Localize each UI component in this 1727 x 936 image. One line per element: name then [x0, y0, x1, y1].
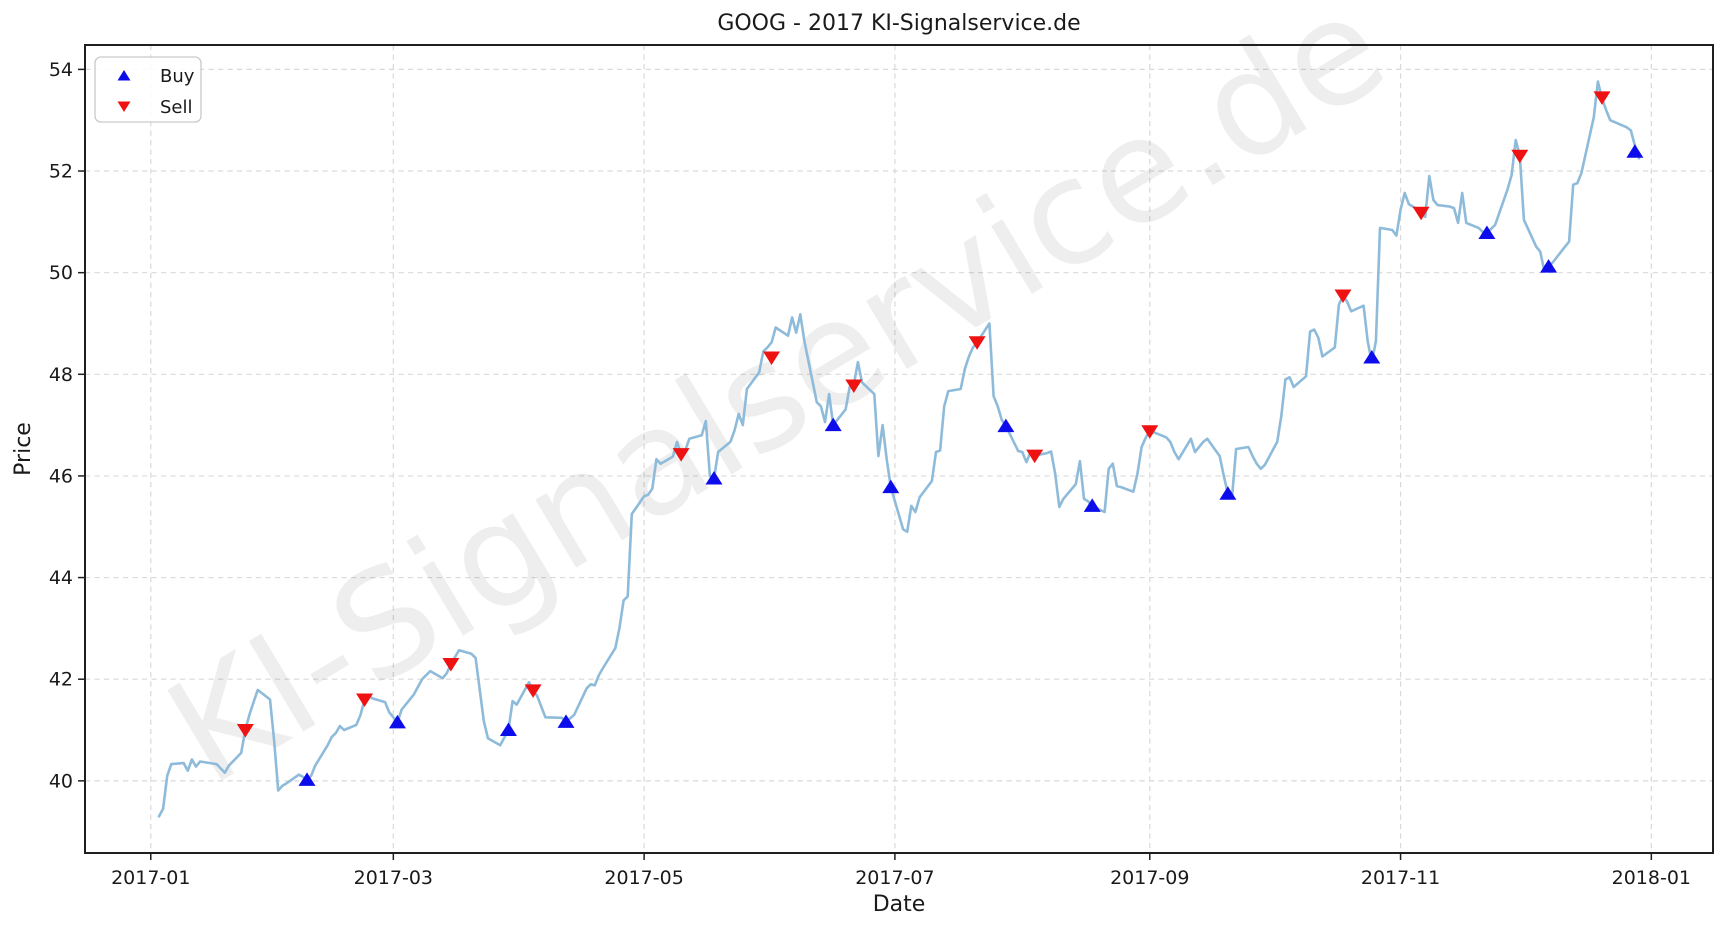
sell-signal-markers — [236, 91, 1611, 738]
legend-sell-label: Sell — [160, 97, 193, 118]
buy-marker — [1478, 225, 1496, 240]
y-tick-label: 44 — [49, 567, 73, 589]
price-line — [157, 80, 1641, 818]
legend: Buy Sell — [94, 56, 202, 123]
watermark-text: KI-Signalservice.de — [141, 0, 1413, 818]
buy-marker — [557, 714, 575, 728]
sell-marker — [1511, 149, 1529, 164]
sell-marker — [1593, 91, 1611, 105]
buy-marker — [499, 722, 517, 737]
x-tick-label: 2017-03 — [354, 867, 433, 889]
buy-marker — [1363, 350, 1381, 364]
legend-buy-label: Buy — [160, 66, 195, 87]
buy-marker-icon — [117, 70, 131, 81]
buy-marker — [824, 417, 842, 432]
y-tick-label: 42 — [49, 669, 73, 691]
x-tick-label: 2017-05 — [604, 867, 683, 889]
sell-marker — [1334, 289, 1352, 304]
x-tick-label: 2017-01 — [111, 867, 190, 889]
y-tick-label: 46 — [49, 465, 73, 487]
buy-marker — [298, 772, 316, 786]
y-tick-label: 48 — [49, 364, 73, 386]
buy-marker — [1219, 486, 1237, 500]
x-tick-label: 2018-01 — [1612, 867, 1691, 889]
y-tick-label: 52 — [49, 161, 73, 183]
y-tick-label: 50 — [49, 262, 73, 284]
chart-title: GOOG - 2017 KI-Signalservice.de — [717, 11, 1080, 36]
x-axis-label: Date — [873, 892, 926, 917]
y-axis-label: Price — [11, 422, 36, 476]
sell-marker — [672, 448, 690, 462]
buy-marker — [882, 479, 900, 494]
buy-marker — [388, 714, 406, 729]
sell-marker — [1026, 449, 1044, 464]
sell-marker — [524, 684, 542, 698]
y-tick-labels: 40 42 44 46 48 50 52 54 — [49, 59, 73, 792]
sell-marker — [236, 724, 254, 738]
buy-signal-markers — [298, 144, 1644, 786]
y-tick-label: 40 — [49, 770, 73, 792]
buy-marker — [1083, 498, 1101, 512]
sell-marker — [968, 336, 986, 350]
x-tick-label: 2017-09 — [1110, 867, 1189, 889]
sell-marker — [356, 693, 374, 708]
buy-marker — [1626, 144, 1644, 158]
x-tick-labels: 2017-01 2017-03 2017-05 2017-07 2017-09 2017-… — [111, 867, 1691, 889]
sell-marker — [845, 379, 863, 393]
axes-spines-and-ticks — [78, 44, 1714, 860]
buy-marker — [1540, 259, 1558, 273]
x-tick-label: 2017-07 — [855, 867, 934, 889]
sell-marker — [763, 351, 781, 366]
sell-marker-icon — [117, 101, 131, 112]
y-tick-label: 54 — [49, 59, 73, 81]
sell-marker — [1412, 206, 1430, 221]
buy-marker — [705, 470, 723, 485]
gridlines — [85, 45, 1713, 853]
sell-marker — [442, 657, 460, 672]
x-tick-label: 2017-11 — [1361, 867, 1440, 889]
buy-marker — [997, 418, 1015, 433]
sell-marker — [1141, 425, 1159, 439]
